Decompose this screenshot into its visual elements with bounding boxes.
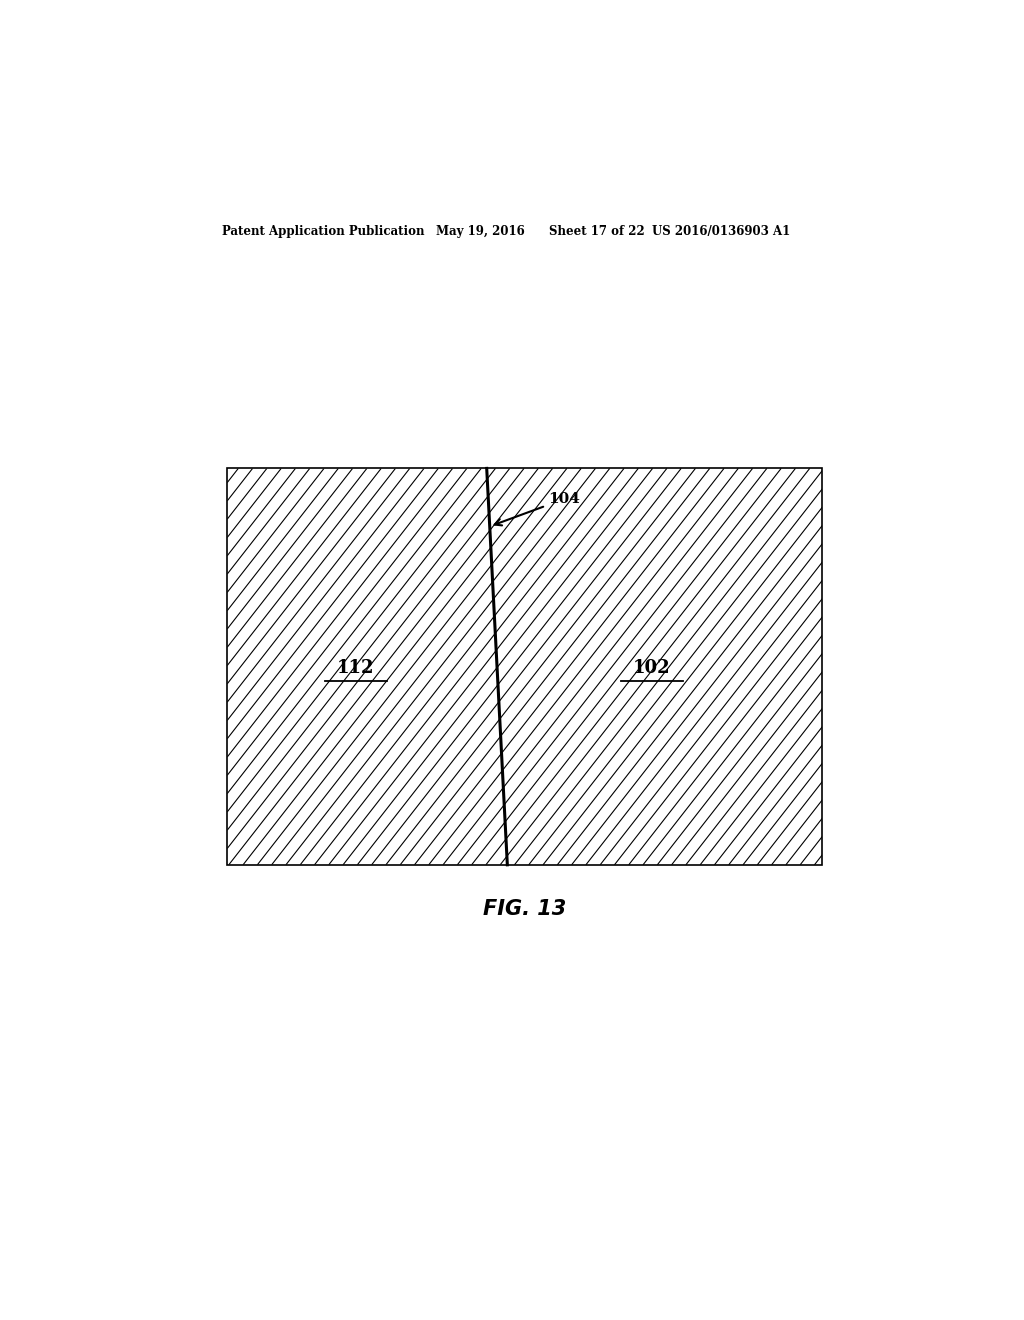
- Text: 102: 102: [633, 659, 671, 677]
- Text: 104: 104: [495, 492, 581, 525]
- Text: 112: 112: [337, 659, 375, 677]
- Text: FIG. 13: FIG. 13: [483, 899, 566, 919]
- Text: US 2016/0136903 A1: US 2016/0136903 A1: [652, 226, 791, 238]
- Text: Patent Application Publication: Patent Application Publication: [221, 226, 424, 238]
- Text: May 19, 2016: May 19, 2016: [436, 226, 524, 238]
- Text: Sheet 17 of 22: Sheet 17 of 22: [549, 226, 644, 238]
- Bar: [227, 469, 822, 865]
